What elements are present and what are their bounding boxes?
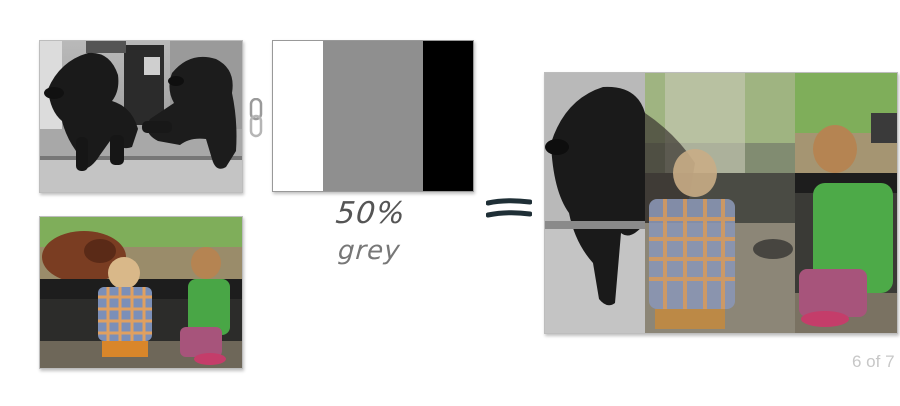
mask-band-white — [273, 41, 323, 191]
dogs-photo — [39, 40, 243, 193]
mask-band-grey — [323, 41, 423, 191]
grey-mask-swatch — [272, 40, 474, 192]
grey-annotation: grey — [336, 236, 402, 266]
slide-counter: 6 of 7 — [852, 352, 895, 371]
equals-sign-icon — [485, 195, 533, 225]
chain-link-icon — [249, 97, 263, 142]
mask-band-black — [423, 41, 473, 191]
kids-photo — [39, 216, 243, 369]
blended-result-photo — [544, 72, 898, 334]
percent-annotation: 50% — [334, 196, 408, 231]
